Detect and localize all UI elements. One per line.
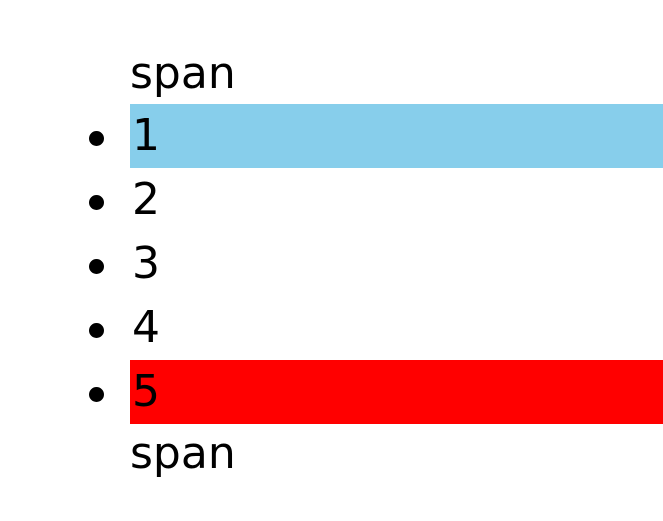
- list-item-5: 5: [89, 360, 663, 424]
- bullet-icon: [89, 195, 104, 210]
- bullet-icon: [89, 387, 104, 402]
- bullet-list: 1 2 3 4 5: [89, 104, 663, 424]
- list-item-label: 5: [130, 360, 663, 424]
- list-item-4: 4: [89, 296, 663, 360]
- list-item-label: 1: [130, 104, 663, 168]
- list-item-label: 2: [132, 174, 160, 225]
- bullet-icon: [89, 323, 104, 338]
- content-area: span 1 2 3 4 5 span: [89, 44, 663, 484]
- bullet-icon: [89, 131, 104, 146]
- list-item-3: 3: [89, 232, 663, 296]
- top-span: span: [130, 48, 236, 99]
- list-item-label: 4: [132, 302, 160, 353]
- bullet-icon: [89, 259, 104, 274]
- list-item-1: 1: [89, 104, 663, 168]
- bottom-span: span: [130, 428, 236, 479]
- list-item-2: 2: [89, 168, 663, 232]
- list-item-label: 3: [132, 238, 160, 289]
